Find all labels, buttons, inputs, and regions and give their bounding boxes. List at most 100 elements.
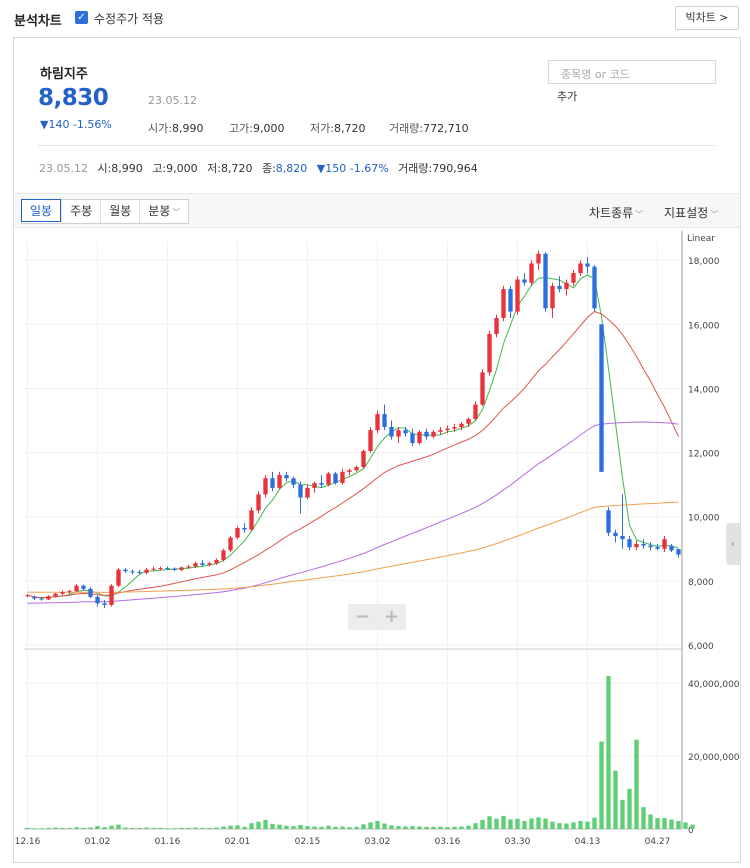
indicator-settings-dropdown[interactable]: 지표설정 ﹀	[664, 206, 719, 220]
volume-bar	[424, 826, 429, 829]
candle-body	[648, 545, 653, 548]
volume-bar	[389, 825, 394, 829]
time-tick-label: 03.30	[505, 837, 531, 847]
volume-bar	[354, 826, 359, 829]
volume-bar	[634, 739, 639, 829]
candle-body	[221, 550, 226, 561]
big-chart-button[interactable]: 빅차트 >	[675, 6, 739, 30]
volume-bar	[312, 826, 317, 829]
volume-bar	[347, 827, 352, 829]
side-panel-toggle[interactable]: ‹	[726, 523, 740, 565]
price-tick-label: 16,000	[688, 321, 720, 331]
divider	[38, 145, 716, 146]
chart-toolbar: 일봉 주봉 월봉 분봉 ﹀ 차트종류 ﹀ 지표설정 ﹀	[14, 193, 740, 228]
candle-body	[515, 279, 520, 312]
chart-type-dropdown[interactable]: 차트종류 ﹀	[589, 206, 644, 220]
volume-bar	[95, 826, 100, 829]
volume-bar	[116, 824, 121, 829]
volume-bar	[305, 826, 310, 829]
volume-bar	[256, 821, 261, 829]
candle-body	[536, 253, 541, 264]
candle-body	[263, 478, 268, 495]
candle-body	[662, 539, 667, 549]
volume-bar	[53, 827, 58, 829]
volume-bar	[207, 827, 212, 829]
time-tick-label: 04.13	[575, 837, 601, 847]
volume-bar	[592, 817, 597, 829]
tab-monthly[interactable]: 월봉	[100, 200, 139, 223]
chevron-left-icon: ‹	[730, 537, 736, 550]
volume-bar	[361, 824, 366, 829]
volume-bar	[571, 822, 576, 829]
volume-bar	[466, 825, 471, 829]
scale-label: Linear	[687, 234, 715, 244]
add-stock-button[interactable]: 추가	[557, 88, 578, 104]
candle-body	[179, 567, 184, 570]
candle-body	[410, 433, 415, 443]
volume-bar	[277, 824, 282, 829]
high-price: 고가:9,000	[229, 122, 285, 135]
volume-bar	[144, 827, 149, 829]
summary-low: 저:8,720	[207, 162, 253, 175]
volume-bar	[333, 826, 338, 829]
volume-tick-label: 0	[688, 826, 694, 836]
volume-bar	[578, 820, 583, 829]
price-tick-label: 10,000	[688, 514, 720, 524]
volume-bar	[193, 827, 198, 829]
tab-minute[interactable]: 분봉 ﹀	[139, 200, 188, 223]
candle-body	[270, 478, 275, 488]
candle-body	[522, 279, 527, 283]
volume-bar	[298, 824, 303, 829]
zoom-controls: − +	[348, 604, 406, 630]
price-volume-chart[interactable]: 6,000 8,000 10,000 12,000 14,000 16,000 18,000…	[14, 229, 740, 862]
volume-bar	[130, 827, 135, 829]
volume-bar	[102, 827, 107, 829]
candle-body	[284, 475, 289, 479]
candle-body	[613, 532, 618, 536]
candle-body	[550, 285, 555, 309]
volume-bar	[508, 819, 513, 829]
candle-body	[606, 510, 611, 533]
volume-bar	[431, 826, 436, 829]
volume-bar	[242, 826, 247, 829]
candle-body	[74, 585, 79, 592]
chart-area[interactable]: 6,000 8,000 10,000 12,000 14,000 16,000 18,000…	[14, 229, 740, 862]
candle-body	[312, 483, 317, 488]
volume-bar	[25, 827, 30, 829]
zoom-in-button[interactable]: +	[383, 606, 400, 627]
candle-body	[599, 324, 604, 472]
candle-body	[193, 563, 198, 567]
tab-daily[interactable]: 일봉	[21, 199, 62, 222]
volume-bar	[382, 823, 387, 829]
candle-body	[557, 285, 562, 290]
candle-body	[123, 569, 128, 572]
volume-bar	[543, 818, 548, 829]
volume-bar	[270, 823, 275, 829]
candle-body	[487, 333, 492, 373]
volume-bar	[319, 826, 324, 829]
volume-bar	[263, 819, 268, 829]
adjusted-price-checkbox[interactable]: ✓	[75, 11, 88, 24]
ma120-line	[27, 501, 679, 593]
candle-body	[571, 273, 576, 283]
candle-body	[529, 263, 534, 283]
candle-body	[627, 539, 632, 548]
price-tick-label: 12,000	[688, 450, 720, 460]
candle-body	[361, 451, 366, 468]
zoom-out-button[interactable]: −	[354, 606, 371, 627]
tab-weekly[interactable]: 주봉	[61, 200, 100, 223]
time-tick-label: 02.15	[295, 837, 321, 847]
volume-bar	[613, 770, 618, 829]
time-tick-label: 12.16	[15, 837, 41, 847]
chevron-down-icon: ﹀	[172, 208, 181, 217]
stock-search-input[interactable]: 종목명 or 코드	[548, 60, 716, 84]
candle-body	[431, 431, 436, 437]
candle-body	[32, 596, 37, 599]
candle-body	[396, 430, 401, 437]
candle-body	[109, 585, 114, 605]
summary-close: 8,820	[275, 162, 308, 175]
summary-change: ▼150 -1.67%	[316, 162, 389, 175]
candle-body	[88, 588, 93, 597]
adjusted-price-label[interactable]: 수정주가 적용	[94, 12, 165, 26]
volume-bar	[179, 827, 184, 829]
